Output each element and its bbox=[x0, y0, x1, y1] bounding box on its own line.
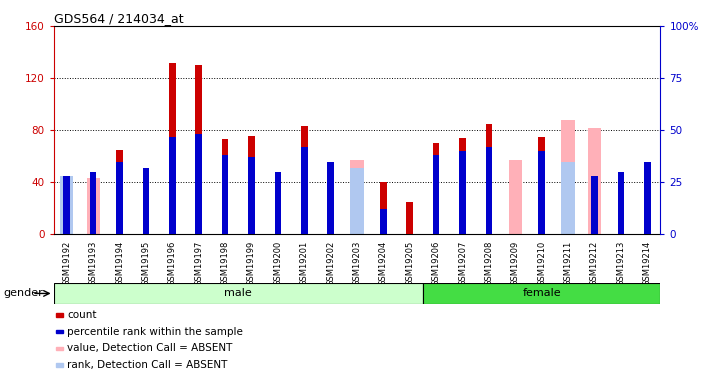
Bar bbox=[275, 182, 281, 234]
Bar bbox=[301, 126, 308, 234]
Bar bbox=[508, 160, 522, 234]
Bar bbox=[54, 283, 423, 304]
Bar bbox=[618, 172, 624, 234]
Bar bbox=[169, 136, 176, 234]
Bar bbox=[486, 124, 492, 234]
Text: GDS564 / 214034_at: GDS564 / 214034_at bbox=[54, 12, 183, 25]
Text: female: female bbox=[523, 288, 561, 298]
Bar bbox=[56, 346, 64, 350]
Bar bbox=[538, 151, 545, 234]
Bar bbox=[90, 172, 96, 234]
Bar bbox=[644, 176, 650, 234]
Bar bbox=[86, 178, 100, 234]
Bar bbox=[143, 173, 149, 234]
Bar bbox=[561, 120, 575, 234]
Bar bbox=[406, 202, 413, 234]
Bar bbox=[56, 330, 64, 333]
Bar bbox=[64, 176, 70, 234]
Text: male: male bbox=[224, 288, 252, 298]
Bar bbox=[538, 137, 545, 234]
Bar bbox=[351, 160, 363, 234]
Text: gender: gender bbox=[4, 288, 44, 298]
Text: value, Detection Call = ABSENT: value, Detection Call = ABSENT bbox=[67, 343, 233, 353]
Bar bbox=[116, 162, 123, 234]
Text: rank, Detection Call = ABSENT: rank, Detection Call = ABSENT bbox=[67, 360, 228, 370]
Bar bbox=[459, 151, 466, 234]
Bar bbox=[196, 135, 202, 234]
Bar bbox=[433, 143, 439, 234]
Bar bbox=[301, 147, 308, 234]
Bar bbox=[433, 155, 439, 234]
Bar bbox=[248, 135, 255, 234]
Bar bbox=[486, 147, 492, 234]
Bar bbox=[116, 150, 123, 234]
Bar bbox=[169, 63, 176, 234]
Bar bbox=[56, 314, 64, 317]
Text: percentile rank within the sample: percentile rank within the sample bbox=[67, 327, 243, 337]
Bar bbox=[644, 162, 650, 234]
Bar bbox=[275, 172, 281, 234]
Bar bbox=[588, 128, 601, 234]
Bar bbox=[60, 176, 74, 234]
Bar bbox=[60, 178, 74, 234]
Bar bbox=[222, 155, 228, 234]
Bar bbox=[56, 363, 64, 367]
Bar bbox=[380, 182, 387, 234]
Bar bbox=[248, 158, 255, 234]
Bar bbox=[196, 65, 202, 234]
Bar bbox=[327, 173, 334, 234]
Bar bbox=[143, 168, 149, 234]
Text: count: count bbox=[67, 310, 96, 320]
Bar bbox=[380, 209, 387, 234]
Bar bbox=[591, 176, 598, 234]
Bar bbox=[351, 168, 363, 234]
Bar bbox=[222, 140, 228, 234]
Bar bbox=[561, 162, 575, 234]
Bar bbox=[459, 138, 466, 234]
Bar bbox=[423, 283, 660, 304]
Bar bbox=[618, 182, 624, 234]
Bar bbox=[327, 162, 334, 234]
